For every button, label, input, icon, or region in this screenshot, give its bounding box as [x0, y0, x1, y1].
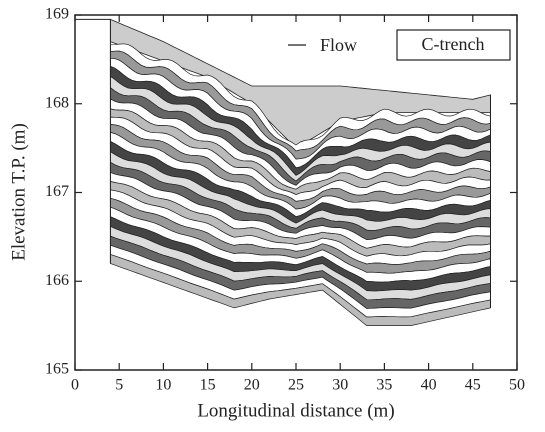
strata — [75, 19, 491, 325]
x-tick-label: 25 — [288, 377, 304, 394]
y-tick-label: 167 — [45, 183, 69, 200]
x-tick-label: 20 — [244, 377, 260, 394]
x-tick-label: 35 — [376, 377, 392, 394]
x-tick-label: 15 — [200, 377, 216, 394]
x-tick-label: 40 — [421, 377, 437, 394]
x-tick-label: 0 — [71, 377, 79, 394]
x-tick-label: 5 — [115, 377, 123, 394]
y-tick-label: 168 — [45, 94, 69, 111]
x-tick-label: 10 — [155, 377, 171, 394]
flow-label: Flow — [320, 35, 357, 55]
y-tick-label: 169 — [45, 6, 69, 23]
x-tick-label: 50 — [509, 377, 525, 394]
y-tick-label: 166 — [45, 272, 69, 289]
x-tick-label: 45 — [465, 377, 481, 394]
y-axis-label: Elevation T.P. (m) — [8, 123, 29, 261]
y-tick-label: 165 — [45, 361, 69, 378]
chart: Flow C-trench Longitudinal distance (m) … — [0, 0, 545, 432]
trench-label: C-trench — [422, 34, 485, 54]
x-axis-label: Longitudinal distance (m) — [197, 400, 394, 421]
x-tick-label: 30 — [332, 377, 348, 394]
